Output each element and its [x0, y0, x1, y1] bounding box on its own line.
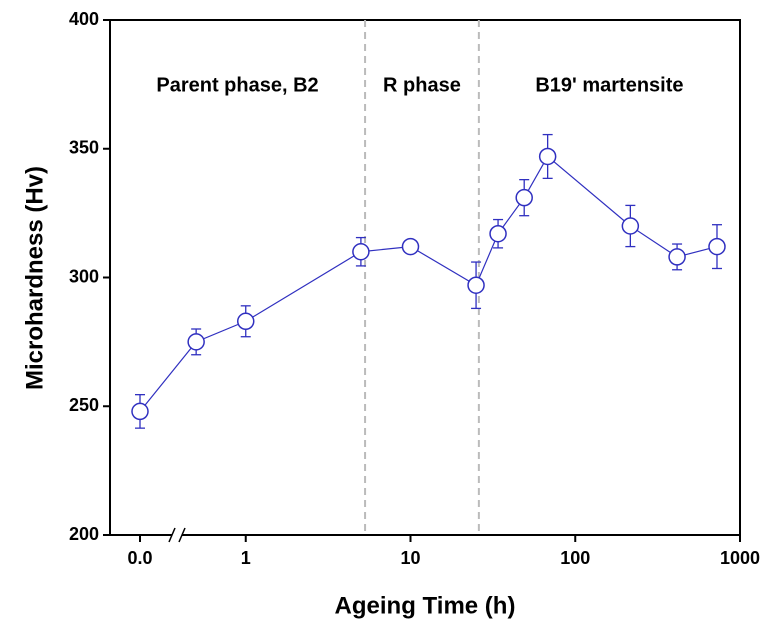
x-tick-label: 1000 [720, 548, 760, 568]
phase-label: B19' martensite [535, 74, 683, 96]
series-line [139, 155, 718, 412]
x-axis-title: Ageing Time (h) [335, 592, 516, 619]
y-tick-label: 350 [69, 138, 99, 158]
data-point [467, 276, 485, 294]
axis-break [168, 527, 176, 543]
x-tick-label: 1 [241, 548, 251, 568]
phase-label: Parent phase, B2 [156, 74, 318, 96]
data-point [621, 217, 640, 235]
y-tick-label: 300 [69, 266, 99, 286]
plot-frame [109, 19, 741, 536]
data-point [515, 188, 533, 207]
data-point [708, 237, 726, 256]
axis-break [178, 527, 186, 543]
data-point [187, 333, 205, 351]
x-tick-label: 10 [400, 548, 420, 568]
data-point [131, 402, 149, 421]
axis-break-gap [172, 532, 182, 538]
data-point [236, 312, 255, 331]
y-axis-title: Microhardness (Hv) [21, 166, 48, 390]
data-point [401, 237, 420, 256]
y-tick-label: 250 [69, 395, 99, 415]
y-tick-label: 400 [69, 9, 99, 29]
data-point [489, 224, 507, 243]
data-point [352, 243, 370, 261]
y-tick-label: 200 [69, 524, 99, 544]
x-tick-label: 0.0 [127, 548, 152, 568]
phase-label: R phase [383, 74, 461, 96]
x-tick-label: 100 [560, 548, 590, 568]
data-point [538, 147, 557, 166]
data-point [668, 248, 686, 266]
